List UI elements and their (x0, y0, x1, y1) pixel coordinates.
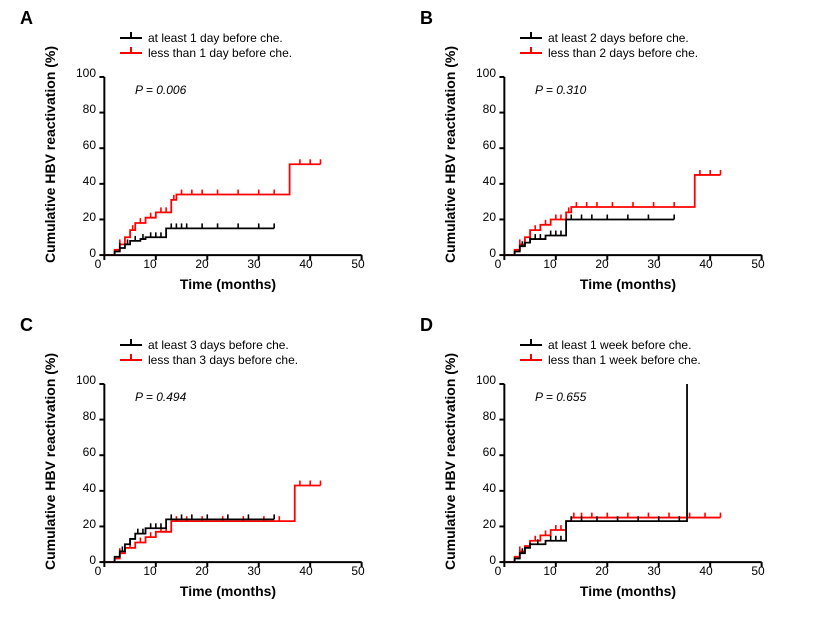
legend-swatch-red (520, 49, 542, 57)
xtick-label: 0 (488, 564, 508, 578)
xtick-label: 50 (748, 257, 768, 271)
ytick-label: 20 (468, 517, 496, 531)
legend-text: less than 1 week before che. (548, 353, 701, 367)
x-axis-label: Time (months) (98, 583, 358, 599)
legend-text: at least 1 day before che. (148, 31, 283, 45)
legend-text: at least 2 days before che. (548, 31, 689, 45)
legend-text: at least 1 week before che. (548, 338, 691, 352)
xtick-label: 40 (296, 257, 316, 271)
ytick-label: 40 (468, 174, 496, 188)
plot-area: 02040608010001020304050 (498, 73, 758, 253)
xtick-label: 10 (140, 257, 160, 271)
x-axis-label: Time (months) (98, 276, 358, 292)
xtick-label: 30 (644, 564, 664, 578)
legend-text: less than 1 day before che. (148, 46, 292, 60)
legend-row: at least 2 days before che. (520, 30, 698, 45)
ytick-label: 60 (468, 445, 496, 459)
ytick-label: 20 (468, 210, 496, 224)
ytick-label: 80 (468, 102, 496, 116)
legend-text: at least 3 days before che. (148, 338, 289, 352)
ytick-label: 60 (468, 138, 496, 152)
legend-swatch-black (520, 341, 542, 349)
legend-text: less than 3 days before che. (148, 353, 298, 367)
legend-row: at least 3 days before che. (120, 337, 298, 352)
legend-swatch-black (520, 34, 542, 42)
ytick-label: 40 (468, 481, 496, 495)
panel-letter: A (20, 8, 33, 29)
xtick-label: 10 (540, 257, 560, 271)
legend-swatch-red (520, 356, 542, 364)
ytick-label: 100 (68, 373, 96, 387)
plot-area: 02040608010001020304050 (498, 380, 758, 560)
legend: at least 1 day before che.less than 1 da… (120, 30, 292, 60)
legend-swatch-black (120, 341, 142, 349)
ytick-label: 80 (68, 409, 96, 423)
ytick-label: 80 (468, 409, 496, 423)
ytick-label: 100 (68, 66, 96, 80)
xtick-label: 20 (192, 257, 212, 271)
ytick-label: 40 (68, 174, 96, 188)
y-axis-label: Cumulative HBV reactivation (%) (42, 46, 58, 263)
y-axis-label: Cumulative HBV reactivation (%) (42, 353, 58, 570)
legend-row: less than 2 days before che. (520, 45, 698, 60)
figure-root: A Cumulative HBV reactivation (%) Time (mo… (0, 0, 814, 617)
xtick-label: 30 (244, 257, 264, 271)
legend-row: at least 1 week before che. (520, 337, 701, 352)
ytick-label: 20 (68, 517, 96, 531)
legend: at least 2 days before che.less than 2 d… (520, 30, 698, 60)
xtick-label: 0 (488, 257, 508, 271)
xtick-label: 0 (88, 257, 108, 271)
xtick-label: 20 (592, 564, 612, 578)
panel-letter: C (20, 315, 33, 336)
xtick-label: 30 (644, 257, 664, 271)
x-axis-label: Time (months) (498, 276, 758, 292)
xtick-label: 20 (192, 564, 212, 578)
ytick-label: 60 (68, 138, 96, 152)
legend-row: less than 3 days before che. (120, 352, 298, 367)
xtick-label: 0 (88, 564, 108, 578)
ytick-label: 20 (68, 210, 96, 224)
xtick-label: 40 (696, 257, 716, 271)
legend-text: less than 2 days before che. (548, 46, 698, 60)
panel-c: C Cumulative HBV reactivation (%) Time (mo… (20, 315, 400, 615)
panel-letter: D (420, 315, 433, 336)
legend-swatch-red (120, 356, 142, 364)
ytick-label: 80 (68, 102, 96, 116)
panel-a: A Cumulative HBV reactivation (%) Time (mo… (20, 8, 400, 308)
xtick-label: 50 (348, 564, 368, 578)
xtick-label: 50 (748, 564, 768, 578)
y-axis-label: Cumulative HBV reactivation (%) (442, 353, 458, 570)
x-axis-label: Time (months) (498, 583, 758, 599)
plot-area: 02040608010001020304050 (98, 73, 358, 253)
panel-d: D Cumulative HBV reactivation (%) Time (mo… (420, 315, 800, 615)
ytick-label: 100 (468, 373, 496, 387)
xtick-label: 50 (348, 257, 368, 271)
legend-row: less than 1 week before che. (520, 352, 701, 367)
xtick-label: 40 (296, 564, 316, 578)
legend-swatch-red (120, 49, 142, 57)
plot-area: 02040608010001020304050 (98, 380, 358, 560)
ytick-label: 40 (68, 481, 96, 495)
xtick-label: 40 (696, 564, 716, 578)
legend: at least 3 days before che.less than 3 d… (120, 337, 298, 367)
y-axis-label: Cumulative HBV reactivation (%) (442, 46, 458, 263)
ytick-label: 60 (68, 445, 96, 459)
ytick-label: 100 (468, 66, 496, 80)
legend-swatch-black (120, 34, 142, 42)
xtick-label: 20 (592, 257, 612, 271)
legend: at least 1 week before che.less than 1 w… (520, 337, 701, 367)
panel-b: B Cumulative HBV reactivation (%) Time (mo… (420, 8, 800, 308)
xtick-label: 10 (140, 564, 160, 578)
xtick-label: 10 (540, 564, 560, 578)
legend-row: less than 1 day before che. (120, 45, 292, 60)
panel-letter: B (420, 8, 433, 29)
xtick-label: 30 (244, 564, 264, 578)
legend-row: at least 1 day before che. (120, 30, 292, 45)
